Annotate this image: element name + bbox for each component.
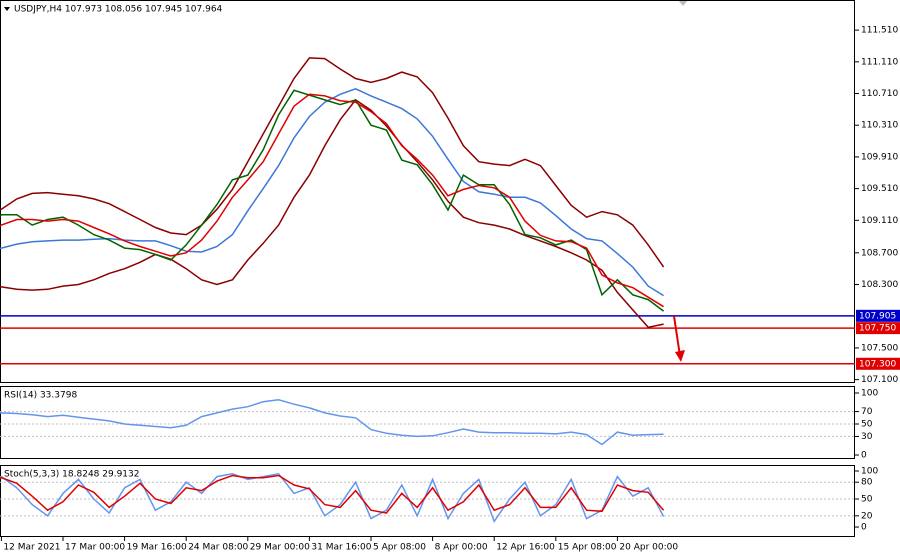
pane-title: RSI(14) 33.3798 [4,391,77,401]
pane-frame [0,386,855,459]
level-label-box [856,357,900,370]
series-line [0,89,665,312]
y-tick-label: 111.510 [861,26,898,36]
y-tick-label: 108.700 [861,248,898,258]
y-tick-label: 100 [861,466,878,476]
series-line [0,87,664,297]
series-line [0,98,664,329]
x-tick-label: 8 Apr 00:00 [435,543,488,553]
y-tick-label: 20 [861,511,873,521]
y-tick-label: 70 [861,407,873,417]
x-tick-label: 24 Mar 08:00 [188,543,248,553]
menu-arrow[interactable] [4,7,10,11]
pane-frame [0,0,855,383]
y-tick-label: 109.910 [861,152,898,162]
y-tick-label: 50 [861,495,873,505]
y-tick-label: 80 [861,478,873,488]
shift-marker [678,0,688,6]
level-label: 107.750 [859,324,896,334]
level-label-box [856,309,900,322]
y-tick-label: 110.710 [861,89,898,99]
x-tick-label: 29 Mar 00:00 [250,543,310,553]
series-line [0,57,665,268]
y-tick-label: 109.510 [861,184,898,194]
y-tick-label: 110.310 [861,121,898,131]
level-label: 107.300 [859,359,896,369]
y-tick-label: 107.100 [861,375,898,385]
level-label: 107.905 [859,311,896,321]
series-line [0,93,664,308]
y-tick-label: 108.300 [861,280,898,290]
x-tick-label: 17 Mar 00:00 [65,543,125,553]
y-tick-label: 111.110 [861,57,898,67]
y-tick-label: 100 [861,389,878,399]
x-tick-label: 20 Apr 00:00 [619,543,678,553]
x-tick-label: 15 Apr 08:00 [558,543,617,553]
pane-title: Stoch(5,3,3) 18.8248 29.9132 [4,470,139,480]
level-label-box [856,322,900,335]
series-line [0,474,665,514]
y-tick-label: 0 [861,451,867,461]
y-tick-label: 50 [861,420,873,430]
x-tick-label: 31 Mar 16:00 [311,543,371,553]
series-line [0,472,665,524]
forecast-arrow [673,315,681,357]
y-tick-label: 0 [861,523,867,533]
x-tick-label: 5 Apr 08:00 [373,543,426,553]
x-tick-label: 12 Mar 2021 [3,543,60,553]
series-line [0,399,664,446]
forecast-arrow-head [675,350,685,362]
y-tick-label: 30 [861,432,873,442]
y-tick-label: 107.500 [861,343,898,353]
x-tick-label: 12 Apr 16:00 [496,543,555,553]
pane-title: USDJPY,H4 107.973 108.056 107.945 107.96… [14,5,223,15]
y-tick-label: 109.110 [861,216,898,226]
x-tick-label: 19 Mar 16:00 [127,543,187,553]
